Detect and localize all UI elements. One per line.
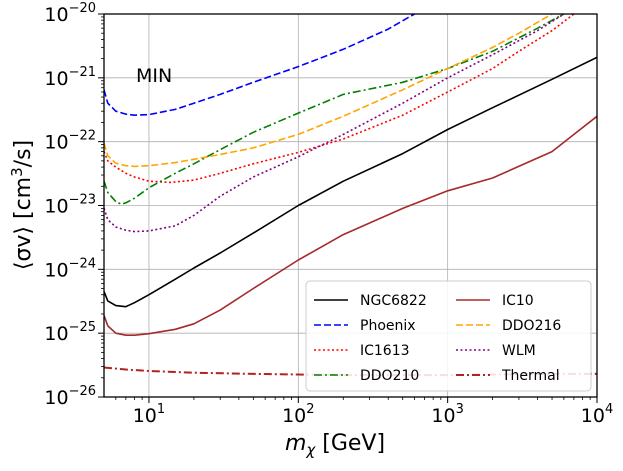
legend-label-ngc6822: NGC6822 xyxy=(360,293,427,309)
legend-label-wlm: WLM xyxy=(502,343,536,359)
x-tick-label: 101 xyxy=(133,402,165,427)
series-line-ic10 xyxy=(104,115,597,337)
y-axis-label: ⟨σv⟩ [cm3/s] xyxy=(8,140,36,270)
annotation-min: MIN xyxy=(136,65,172,87)
x-tick-label: 102 xyxy=(282,402,314,427)
y-tick-label: 10−21 xyxy=(44,65,96,90)
series-line-wlm xyxy=(104,14,565,233)
legend-label-ic1613: IC1613 xyxy=(360,343,410,359)
x-axis-label: mχ [GeV] xyxy=(285,431,385,459)
legend: NGC6822 IC10 Phoenix DDO216 IC1613 WLM DDO210 T… xyxy=(305,280,592,392)
tick-labels: 101 102 103 104 10−26 10−25 10−24 10−23 10−22 10−… xyxy=(44,1,613,427)
series-line-phoenix xyxy=(104,14,415,116)
axis-ticks xyxy=(98,13,598,403)
legend-label-thermal: Thermal xyxy=(501,368,560,384)
legend-label-phoenix: Phoenix xyxy=(360,318,416,334)
y-tick-label: 10−26 xyxy=(44,384,96,409)
y-tick-label: 10−20 xyxy=(44,1,96,26)
legend-label-ddo216: DDO216 xyxy=(502,318,561,334)
y-tick-label: 10−22 xyxy=(44,129,96,154)
series-line-ic1613 xyxy=(104,14,575,184)
y-tick-label: 10−23 xyxy=(44,193,96,218)
y-tick-label: 10−25 xyxy=(44,320,96,345)
series-lines xyxy=(104,14,597,377)
legend-label-ddo210: DDO210 xyxy=(360,368,419,384)
series-line-ngc6822 xyxy=(104,56,597,308)
y-tick-label: 10−24 xyxy=(44,256,96,281)
legend-frame xyxy=(305,280,592,392)
legend-label-ic10: IC10 xyxy=(502,293,534,309)
series-line-ddo216 xyxy=(104,14,553,168)
x-tick-label: 104 xyxy=(581,402,613,427)
x-tick-label: 103 xyxy=(431,402,463,427)
